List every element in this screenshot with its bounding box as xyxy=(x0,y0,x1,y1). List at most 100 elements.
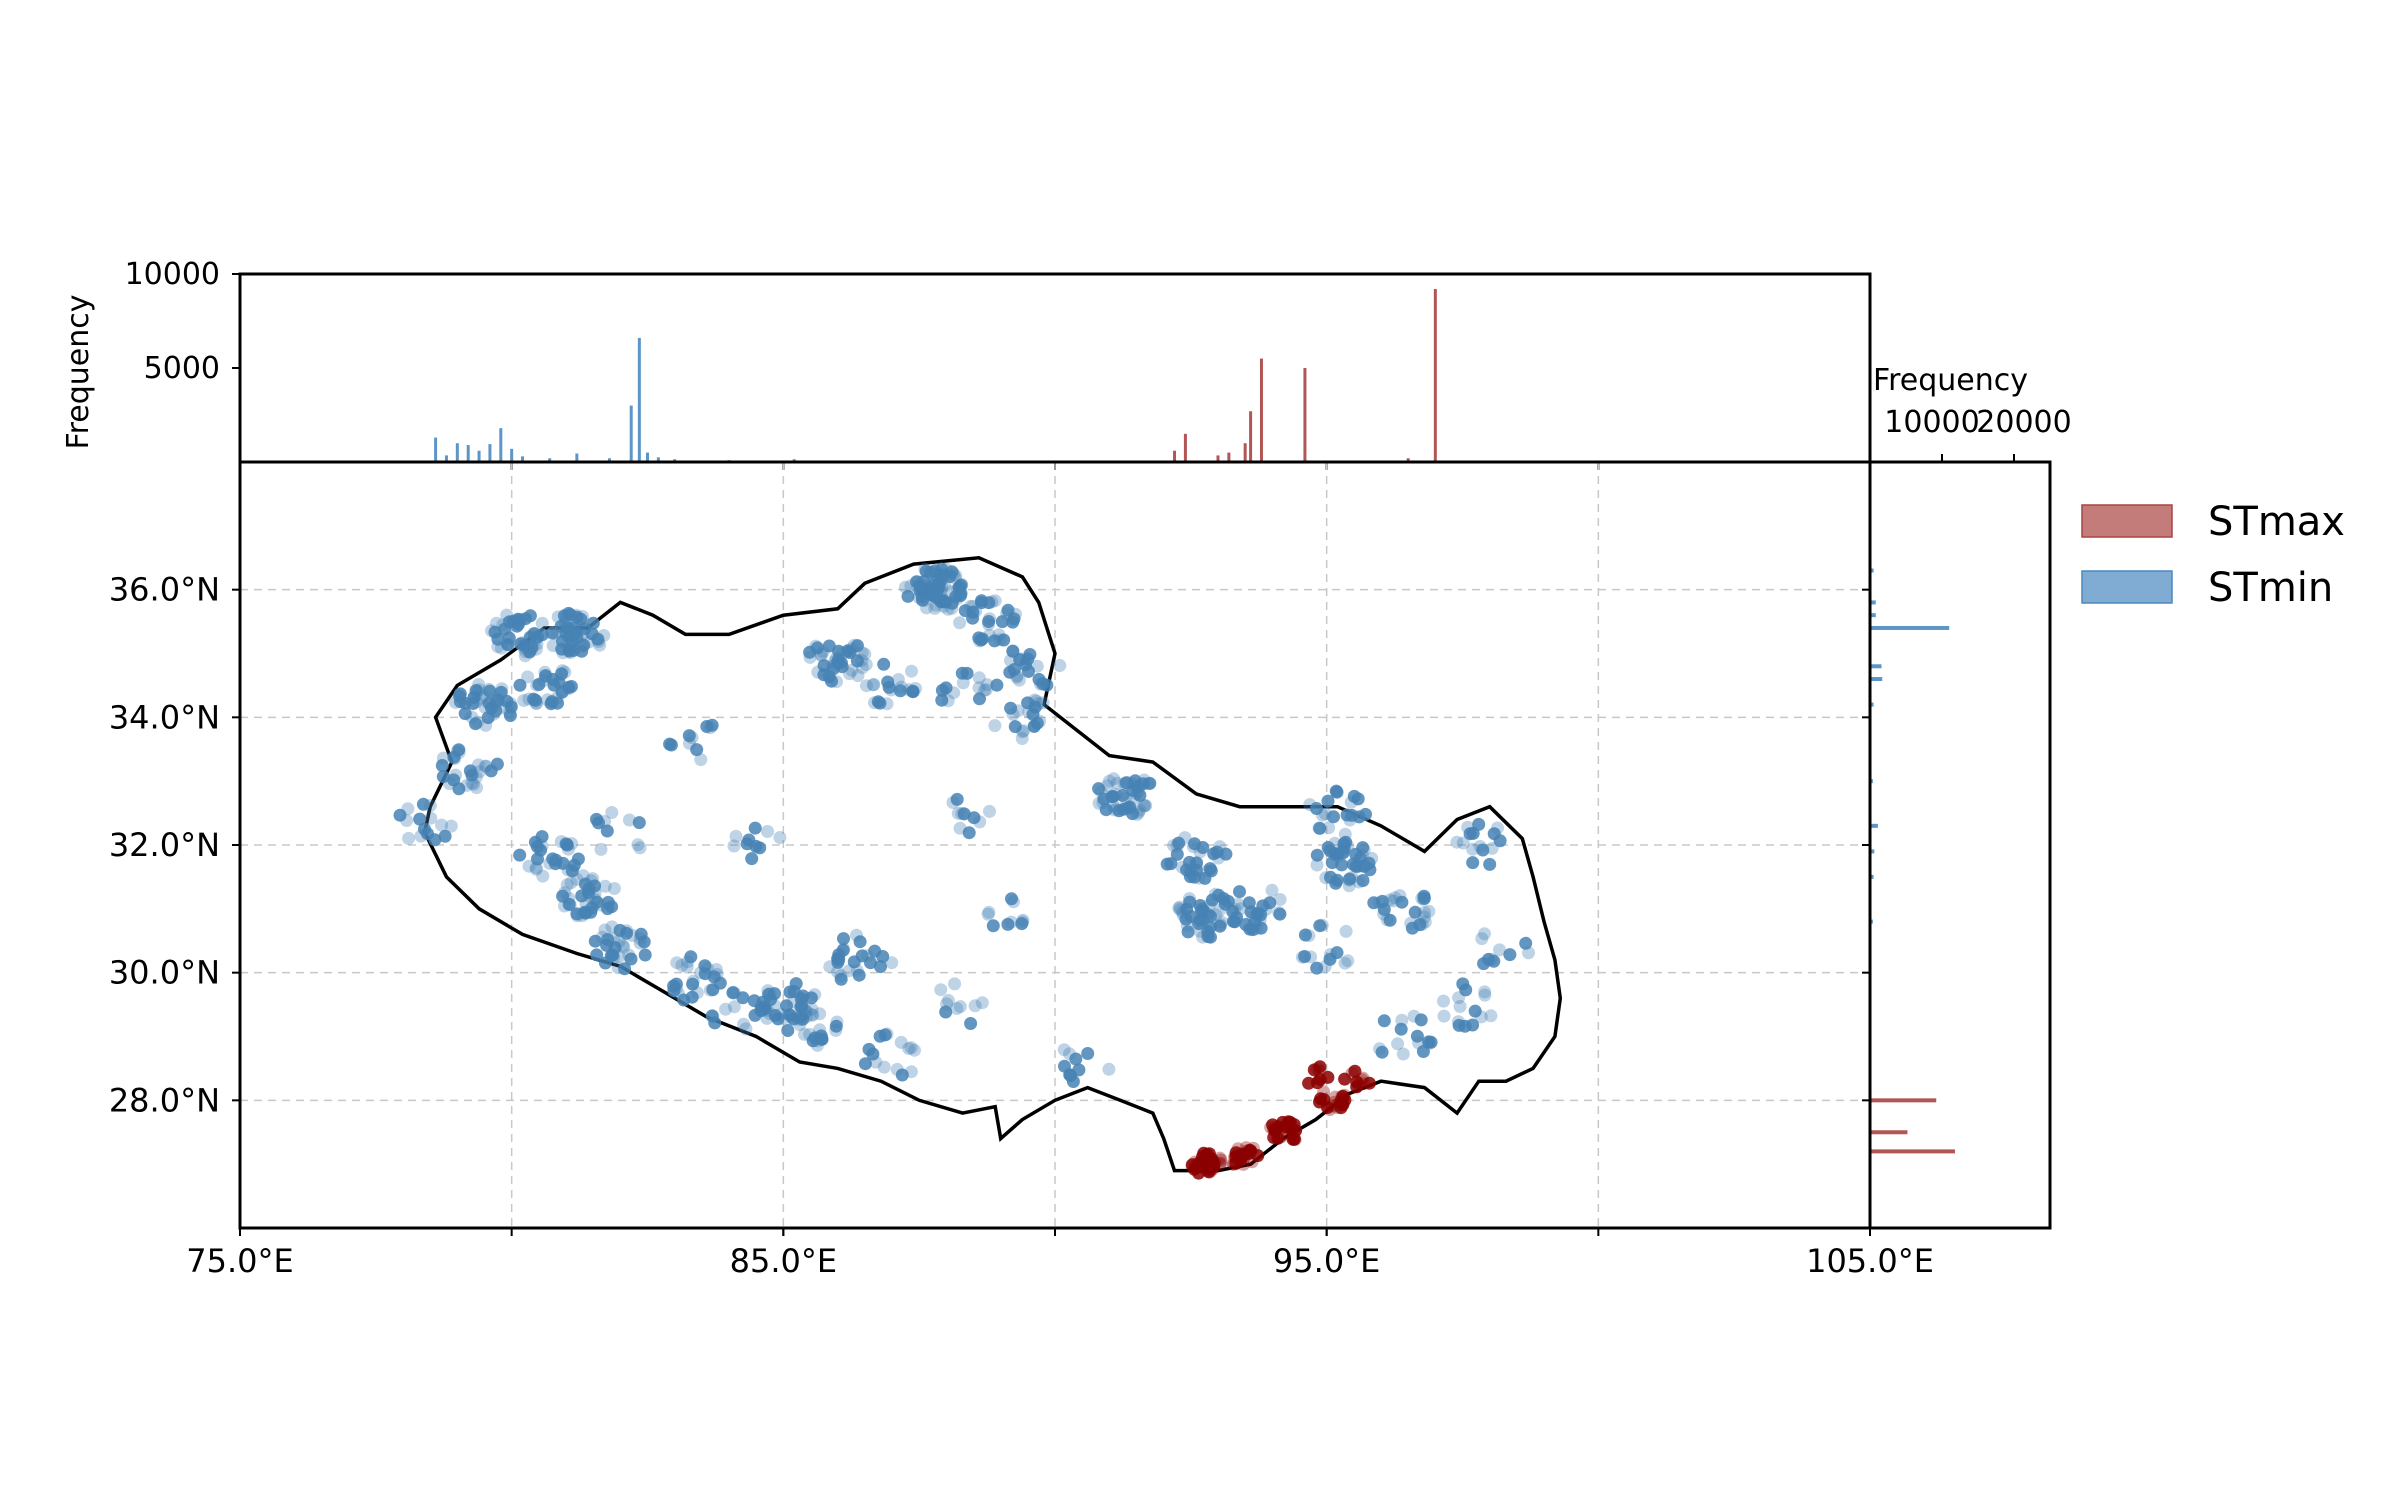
stmin-point xyxy=(1341,954,1355,968)
stmin-point xyxy=(962,826,976,840)
stmin-point xyxy=(913,579,927,593)
stmin-point xyxy=(1010,669,1024,683)
stmin-point xyxy=(1006,644,1020,658)
stmin-point xyxy=(982,596,996,610)
stmin-point xyxy=(1005,892,1018,906)
stmin-point xyxy=(927,589,941,603)
stmin-point xyxy=(1477,957,1491,971)
stmin-point xyxy=(956,676,970,690)
stmin-point xyxy=(800,1010,814,1024)
stmin-point xyxy=(992,628,1006,642)
stmin-point xyxy=(1184,910,1198,923)
stmin-point xyxy=(1102,1062,1116,1076)
top-stmax-bar xyxy=(1243,443,1247,462)
stmin-point xyxy=(605,806,619,819)
stmin-point xyxy=(1256,899,1270,913)
stmin-point xyxy=(1321,841,1335,854)
stmax-point xyxy=(1287,1118,1301,1132)
stmax-point xyxy=(1271,1120,1285,1134)
stmin-point xyxy=(447,773,461,787)
stmin-point xyxy=(953,821,967,835)
stmin-point xyxy=(491,632,505,646)
stmin-point xyxy=(435,759,449,772)
stmin-point xyxy=(1014,652,1028,666)
map-y-tick-label: 28.0°N xyxy=(109,1081,220,1119)
stmin-point xyxy=(964,1017,978,1030)
stmin-point xyxy=(1416,1045,1430,1058)
stmin-point xyxy=(400,814,414,827)
top-histogram: 5000 10000 Frequency xyxy=(61,257,1872,470)
stmin-point xyxy=(1395,895,1409,909)
stmin-point xyxy=(945,601,959,615)
stmin-point xyxy=(1418,915,1432,929)
stmin-point xyxy=(1189,863,1203,877)
stmin-point xyxy=(830,1015,844,1029)
stmin-point xyxy=(622,813,636,827)
stmin-point xyxy=(928,601,942,615)
stmin-point xyxy=(601,895,615,909)
stmin-point xyxy=(495,682,509,696)
stmin-point xyxy=(1519,936,1533,950)
stmin-point xyxy=(1310,802,1323,815)
top-stmax-bar xyxy=(1259,358,1263,462)
stmin-point xyxy=(544,697,558,711)
stmin-point xyxy=(1243,922,1257,936)
stmin-point xyxy=(830,675,843,689)
right-stmin-bar xyxy=(1870,823,1878,828)
stmin-point xyxy=(1487,827,1501,841)
map-y-tick-label: 36.0°N xyxy=(109,571,220,609)
stmin-point xyxy=(859,658,873,671)
stmin-point xyxy=(558,886,572,899)
stmin-point xyxy=(573,620,587,634)
stmax-point xyxy=(1251,1149,1265,1163)
stmin-point xyxy=(967,811,981,825)
stmin-point xyxy=(921,578,935,592)
stmin-point xyxy=(1164,857,1178,871)
stmin-point xyxy=(935,693,949,707)
stmin-point xyxy=(939,681,953,695)
stmin-point xyxy=(726,986,740,1000)
stmin-point xyxy=(906,685,920,699)
stmin-point xyxy=(1027,719,1041,733)
stmin-point xyxy=(1026,707,1040,721)
stmin-point xyxy=(829,1019,843,1033)
map-y-tick-label: 32.0°N xyxy=(109,826,220,864)
stmin-point xyxy=(1327,810,1340,824)
stmin-point xyxy=(982,617,996,631)
map-y-tick-label: 34.0°N xyxy=(109,698,220,736)
stmin-point xyxy=(620,924,634,938)
top-y-tick-label: 5000 xyxy=(144,351,220,386)
stmax-point xyxy=(1206,1156,1220,1170)
stmin-point xyxy=(933,575,947,589)
stmin-point xyxy=(866,678,880,692)
stmax-point xyxy=(1352,1078,1365,1092)
stmin-point xyxy=(1422,904,1436,918)
stmin-point xyxy=(855,949,869,963)
map-panel: 75.0°E 85.0°E 95.0°E 105.0°E 28.0°N 30.0°N 32… xyxy=(109,460,1934,1280)
top-stmin-bar xyxy=(444,455,448,462)
stmin-point xyxy=(981,907,995,921)
stmin-point xyxy=(1472,817,1486,831)
stmin-point xyxy=(632,816,646,830)
stmin-point xyxy=(873,1029,887,1043)
stmax-point xyxy=(1362,1076,1376,1090)
stmin-point xyxy=(590,948,604,962)
stmin-point xyxy=(1338,956,1352,970)
stmin-point xyxy=(1204,909,1217,923)
stmin-point xyxy=(972,631,986,645)
stmin-point xyxy=(1335,858,1349,872)
stmin-point xyxy=(1197,905,1211,919)
right-stmin-bar xyxy=(1870,677,1883,682)
stmin-point xyxy=(760,1011,774,1025)
stmax-point xyxy=(1313,1060,1327,1074)
right-histogram-bars xyxy=(1870,568,1955,1154)
stmin-point xyxy=(817,668,831,682)
stmin-point xyxy=(1310,961,1324,975)
stmin-point xyxy=(829,1023,843,1037)
stmin-point xyxy=(535,616,549,630)
top-stmax-bar xyxy=(1249,411,1253,462)
stmin-point xyxy=(805,1008,819,1022)
stmin-point xyxy=(1176,905,1190,919)
stmin-point xyxy=(465,710,479,724)
stmin-point xyxy=(1099,803,1113,817)
